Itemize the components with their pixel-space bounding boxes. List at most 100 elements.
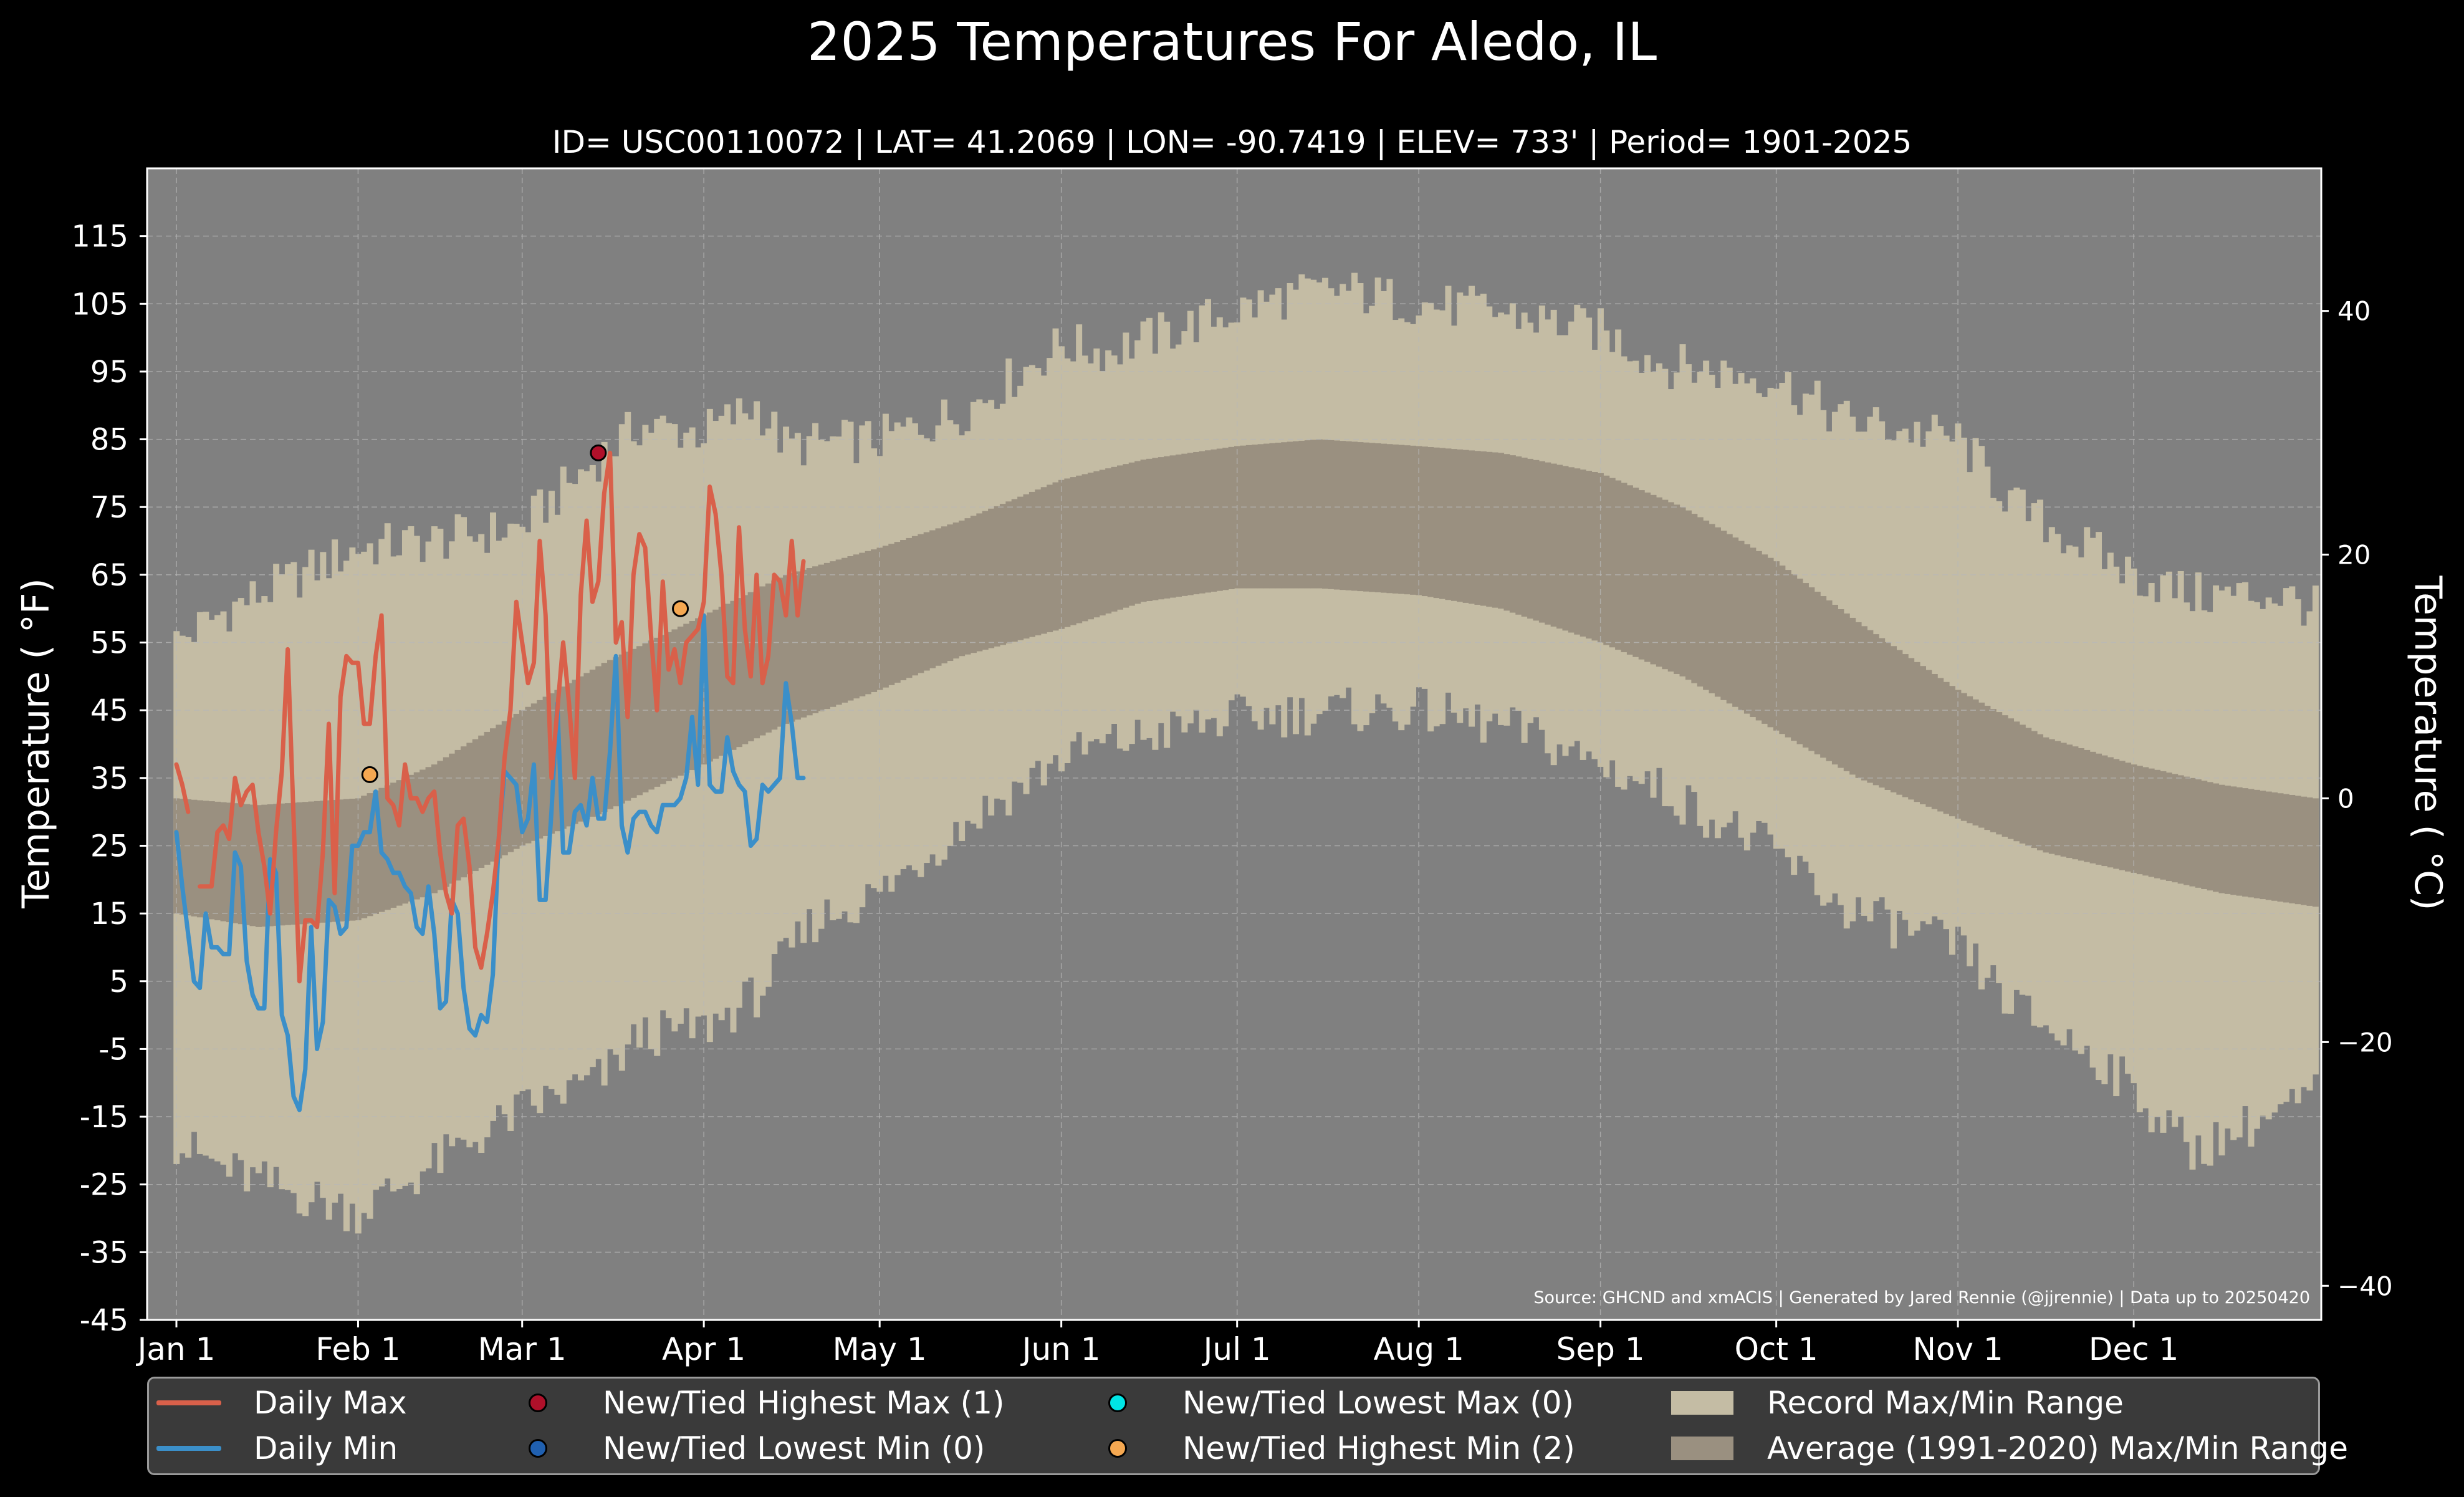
average-range-bar — [1838, 609, 1844, 768]
average-range-bar — [642, 643, 649, 792]
average-range-bar — [882, 546, 889, 688]
average-range-bar — [214, 801, 221, 920]
average-range-bar — [952, 522, 959, 659]
average-range-bar — [349, 799, 356, 921]
average-range-bar — [771, 580, 778, 730]
average-range-bar — [1767, 557, 1774, 728]
average-range-bar — [513, 713, 520, 849]
average-range-bar — [355, 798, 362, 920]
average-range-bar — [613, 657, 620, 807]
plot-frame — [146, 167, 2323, 1321]
average-range-bar — [343, 799, 350, 922]
average-range-bar — [525, 706, 532, 844]
average-range-bar — [2184, 776, 2190, 885]
average-range-bar — [1597, 473, 1604, 643]
average-range-bar — [2236, 787, 2243, 896]
average-range-bar — [871, 549, 878, 692]
average-range-bar — [1322, 440, 1329, 589]
average-range-bar — [325, 800, 332, 923]
average-range-bar — [1146, 458, 1153, 601]
y-tick-label-f: -5 — [98, 1032, 128, 1067]
average-range-bar — [1925, 670, 1932, 807]
average-range-bar — [754, 589, 760, 739]
average-range-bar — [2066, 744, 2073, 859]
average-range-bar — [244, 804, 251, 925]
legend-item: New/Tied Lowest Max (0) — [1085, 1385, 1574, 1421]
average-range-bar — [1814, 592, 1821, 754]
average-range-bar — [1416, 446, 1422, 595]
record-range-bar — [1960, 437, 1967, 936]
average-range-bar — [918, 534, 924, 673]
average-range-bar — [1439, 448, 1446, 599]
average-range-bar — [1492, 452, 1498, 608]
average-range-bar — [1849, 617, 1856, 775]
average-range-bar — [888, 544, 895, 685]
legend-swatch-dot — [1108, 1439, 1127, 1458]
average-range-bar — [1762, 554, 1768, 724]
average-range-bar — [1005, 501, 1012, 643]
average-range-bar — [736, 598, 742, 748]
average-range-bar — [537, 700, 544, 839]
average-range-bar — [1791, 574, 1798, 741]
average-range-bar — [1914, 662, 1920, 802]
average-range-bar — [337, 799, 344, 922]
average-range-bar — [1047, 484, 1053, 632]
average-range-bar — [1626, 485, 1633, 655]
average-range-bar — [1902, 654, 1909, 797]
average-range-bar — [1538, 461, 1545, 623]
average-range-bar — [1111, 466, 1118, 612]
average-range-bar — [2165, 773, 2172, 881]
average-range-bar — [1879, 638, 1886, 788]
legend-swatch — [1085, 1390, 1150, 1415]
average-range-bar — [431, 764, 438, 893]
average-range-bar — [1750, 547, 1757, 718]
average-range-bar — [2248, 789, 2255, 898]
average-range-bar — [314, 801, 320, 923]
legend-label: Daily Max — [254, 1385, 407, 1421]
average-range-bar — [2119, 761, 2126, 870]
legend-swatch-dot — [529, 1439, 547, 1458]
average-range-bar — [900, 540, 907, 681]
average-range-bar — [2072, 746, 2079, 860]
average-range-bar — [2101, 755, 2108, 867]
average-range-bar — [1527, 458, 1534, 619]
average-range-bar — [1398, 445, 1405, 594]
x-tick-label: Sep 1 — [1556, 1331, 1645, 1367]
y-tick-label-f: -45 — [80, 1303, 128, 1338]
legend-swatch — [506, 1390, 570, 1415]
legend-swatch — [1670, 1436, 1735, 1461]
average-range-bar — [232, 803, 239, 923]
average-range-bar — [1363, 442, 1369, 592]
average-range-bar — [1351, 441, 1358, 591]
average-range-bar — [648, 640, 654, 790]
y-tick-label-c: 20 — [2337, 540, 2371, 570]
average-range-bar — [1263, 443, 1270, 589]
average-range-bar — [1340, 441, 1346, 590]
average-range-bar — [267, 804, 274, 927]
average-range-bar — [2160, 771, 2167, 880]
average-range-bar — [466, 743, 473, 875]
average-range-bar — [1802, 583, 1809, 748]
average-range-bar — [2107, 757, 2114, 868]
average-range-bar — [2154, 769, 2161, 878]
average-range-bar — [1937, 678, 1944, 812]
average-range-bar — [1843, 613, 1850, 771]
average-range-bar — [1996, 712, 2003, 835]
average-range-bar — [273, 804, 280, 926]
average-range-bar — [2218, 784, 2225, 893]
average-range-bar — [2289, 794, 2296, 903]
average-range-bar — [2078, 748, 2084, 861]
average-range-bar — [1216, 448, 1223, 591]
legend-label: New/Tied Lowest Max (0) — [1182, 1385, 1575, 1421]
average-range-bar — [1568, 467, 1575, 633]
y-tick-label-f: 35 — [90, 761, 128, 796]
average-range-bar — [724, 604, 731, 753]
average-range-bar — [1550, 463, 1557, 627]
average-range-bar — [1123, 464, 1129, 608]
average-range-bar — [1562, 466, 1569, 631]
average-range-bar — [1931, 674, 1938, 809]
average-range-bar — [959, 520, 966, 657]
average-range-bar — [1586, 471, 1593, 639]
y-tick-label-f: 45 — [90, 693, 128, 728]
